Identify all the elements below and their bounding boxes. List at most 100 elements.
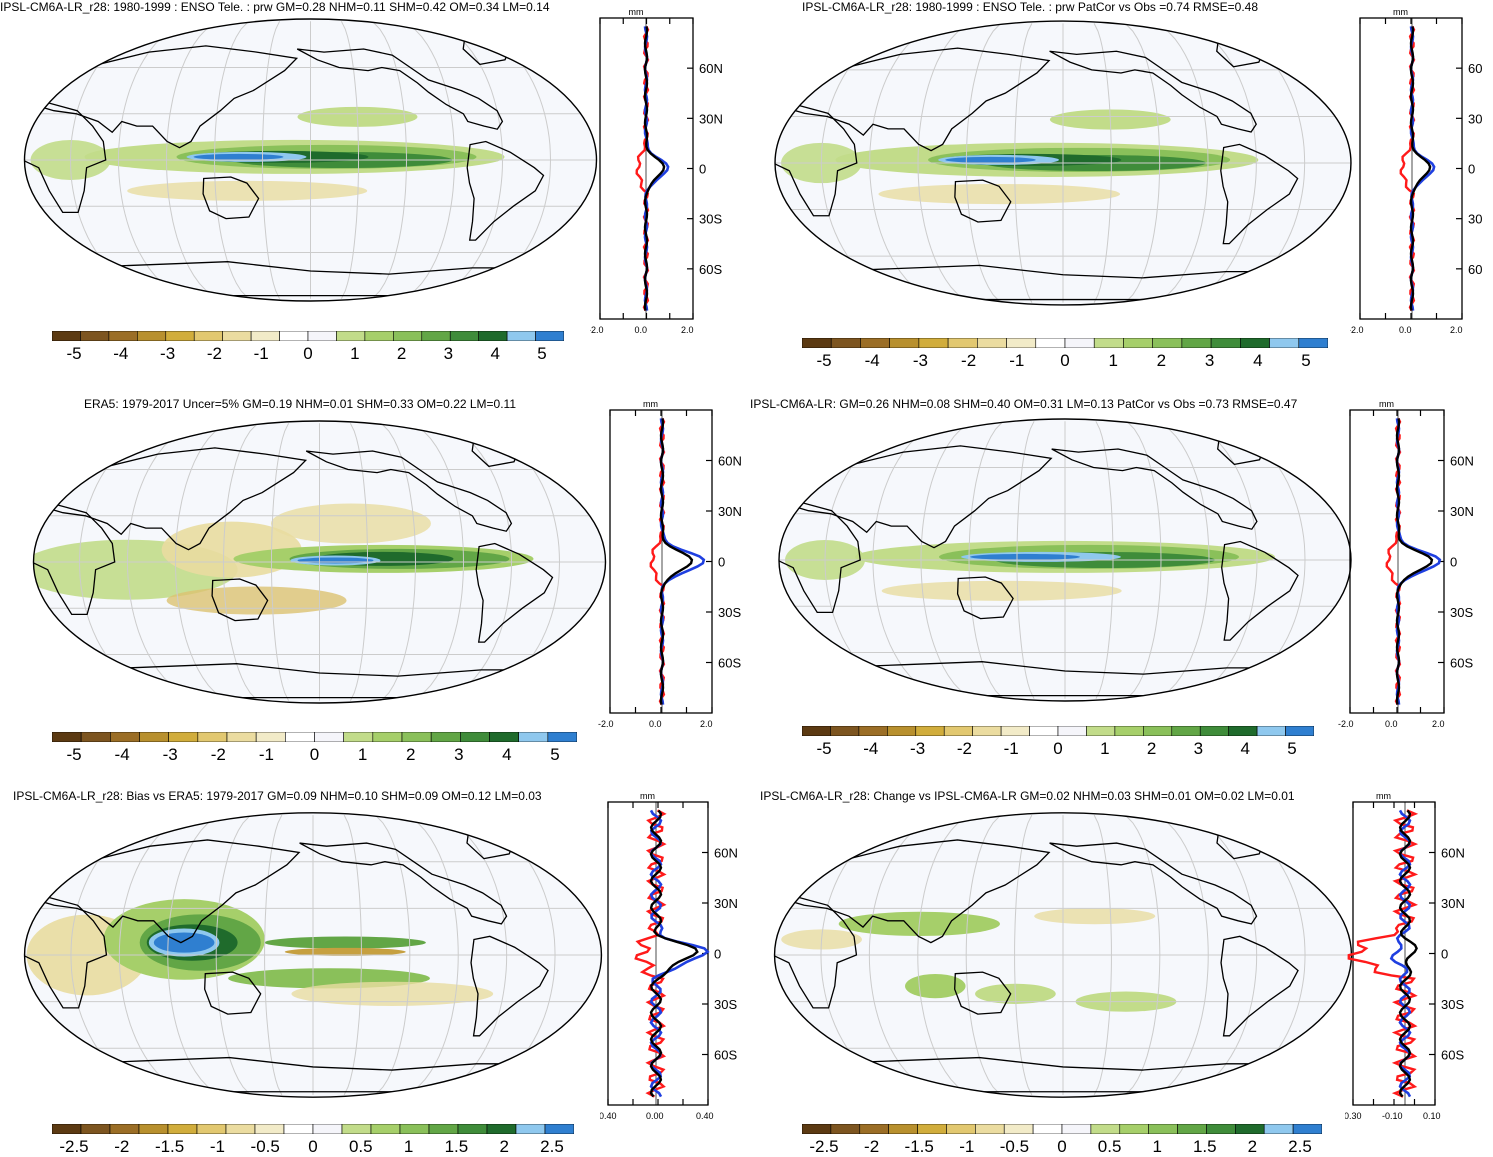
world-map xyxy=(773,812,1353,1098)
colorbar-swatch xyxy=(1035,338,1066,348)
colorbar-swatch xyxy=(139,732,169,742)
obs-curve xyxy=(1409,26,1432,311)
difference-curve xyxy=(635,25,650,312)
colorbar-label: 2.5 xyxy=(540,1137,564,1156)
colorbar-swatch xyxy=(109,1124,140,1134)
colorbar-swatch xyxy=(802,338,832,348)
graticule-line xyxy=(117,20,188,300)
x-tick-label: -0.30 xyxy=(1345,1111,1362,1121)
graticule-line xyxy=(1218,22,1306,304)
x-tick-label: -0.40 xyxy=(600,1111,617,1121)
colorbar-swatch xyxy=(518,732,549,742)
colorbar-swatch xyxy=(193,331,223,341)
colorbar-swatch xyxy=(478,331,508,341)
lat-label: 30N xyxy=(699,111,723,126)
lat-label: 60N xyxy=(699,61,723,76)
graticule-line xyxy=(917,22,971,304)
unit-label: mm xyxy=(629,7,644,17)
colorbar-swatch xyxy=(1256,726,1286,736)
world-map xyxy=(778,418,1352,702)
graticule-line xyxy=(69,20,157,300)
unit-label: mm xyxy=(1376,791,1391,801)
coastline xyxy=(202,176,260,220)
colorbar-label: -3 xyxy=(912,351,928,370)
anomaly-patch xyxy=(153,932,215,953)
colorbar-swatch xyxy=(343,732,374,742)
graticule-line xyxy=(1187,814,1258,1096)
colorbar-swatch xyxy=(1152,338,1183,348)
colorbar-swatch xyxy=(226,732,257,742)
lat-label: 30S xyxy=(1450,605,1473,620)
colorbar-label: 0 xyxy=(1053,739,1063,758)
obs-curve xyxy=(1395,418,1434,705)
colorbar-label: -1 xyxy=(209,1137,225,1156)
lat-label: 30S xyxy=(1441,997,1464,1012)
colorbar-swatch xyxy=(802,1124,832,1134)
lat-label: 60N xyxy=(1441,846,1465,861)
lat-label: 60N xyxy=(1450,454,1474,469)
difference-curve xyxy=(1385,417,1402,706)
coastline xyxy=(32,839,301,944)
colorbar-label: 4 xyxy=(502,745,512,764)
colorbar-swatch xyxy=(947,338,978,348)
colorbar-swatch xyxy=(399,1124,430,1134)
colorbar-swatch xyxy=(222,331,252,341)
colorbar-swatch xyxy=(370,1124,401,1134)
graticule-line xyxy=(411,422,465,702)
coastline xyxy=(466,140,545,241)
coastline xyxy=(24,896,108,1009)
graticule-line xyxy=(1188,420,1258,700)
graticule-line xyxy=(118,814,189,1096)
panel-title: IPSL-CM6A-LR_r28: Change vs IPSL-CM6A-LR… xyxy=(760,789,1295,803)
colorbar-swatch xyxy=(341,1124,372,1134)
coastline xyxy=(1049,50,1257,133)
lat-label: 0 xyxy=(1441,947,1448,962)
colorbar-swatch xyxy=(1235,1124,1265,1134)
colorbar-swatch xyxy=(1123,338,1153,348)
coastline xyxy=(816,264,1310,301)
colorbar-swatch xyxy=(544,1124,574,1134)
colorbar-label: -4 xyxy=(114,745,130,764)
colorbar-label: 3 xyxy=(1204,351,1215,370)
x-tick-label: 0.40 xyxy=(696,1111,714,1121)
colorbar-label: 0 xyxy=(308,1137,318,1156)
anomaly-patch xyxy=(945,156,1036,163)
x-tick-label: -2.0 xyxy=(1350,325,1364,335)
obs-curve xyxy=(649,809,699,1098)
graticule-line xyxy=(215,814,252,1096)
x-tick-label: 0.00 xyxy=(646,1111,664,1121)
zonal-mean-profile: mm 60N 30N 0 30S 60S -0.30 -0.10 0.10 xyxy=(1345,791,1465,1121)
lat-label: 0 xyxy=(1450,555,1457,570)
colorbar-label: -5 xyxy=(66,745,82,764)
x-tick-label: 0.0 xyxy=(1399,325,1412,335)
x-tick-label: -2.0 xyxy=(590,325,604,335)
colorbar-label: 2 xyxy=(1247,1137,1258,1156)
map-border xyxy=(778,418,1352,702)
coastline xyxy=(954,179,1012,223)
graticule-line xyxy=(437,814,508,1096)
coastline xyxy=(305,450,513,532)
graticule-line xyxy=(1126,420,1162,700)
colorbar-label: 2 xyxy=(1146,739,1157,758)
colorbar-swatch xyxy=(285,732,315,742)
coastline xyxy=(475,542,554,643)
colorbar-swatch xyxy=(460,732,490,742)
colorbar-swatch xyxy=(283,1124,314,1134)
colorbar-swatch xyxy=(372,732,403,742)
colorbar-label: -5 xyxy=(816,739,832,758)
graticule-line xyxy=(473,422,561,702)
colorbar-swatch xyxy=(393,331,423,341)
colorbar-swatch xyxy=(279,331,309,341)
colorbar-swatch xyxy=(1263,1124,1294,1134)
colorbar-swatch xyxy=(430,732,461,742)
coastline xyxy=(1220,143,1299,245)
coastline xyxy=(816,1056,1310,1093)
coastline xyxy=(24,102,107,214)
colorbar-label: 3 xyxy=(1193,739,1204,758)
colorbar-swatch xyxy=(802,726,831,736)
colorbar-swatch xyxy=(52,732,82,742)
colorbar-swatch xyxy=(830,726,860,736)
colorbar-swatch xyxy=(197,732,228,742)
colorbar-label: 1 xyxy=(403,1137,414,1156)
colorbar-label: -1.5 xyxy=(154,1137,185,1156)
